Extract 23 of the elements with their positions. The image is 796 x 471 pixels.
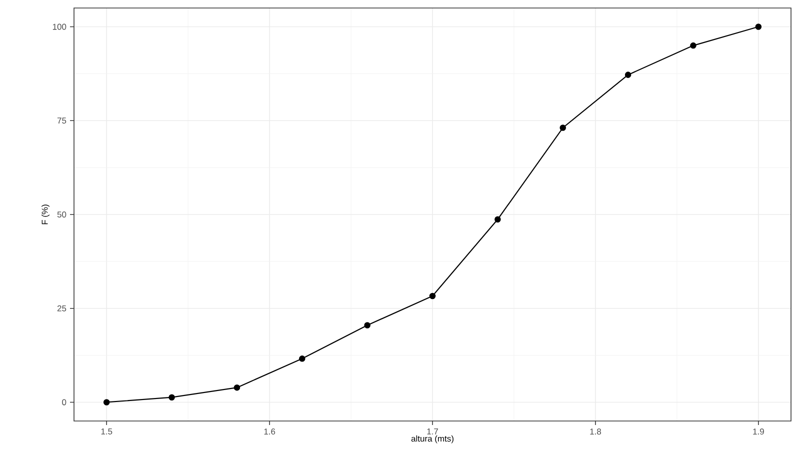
point bbox=[168, 394, 175, 400]
point bbox=[755, 24, 762, 30]
y-axis-title: F (%) bbox=[42, 204, 50, 224]
x-axis-title: altura (mts) bbox=[411, 435, 454, 444]
point bbox=[624, 72, 632, 78]
y-tick-label: 100 bbox=[52, 24, 66, 30]
point bbox=[429, 292, 436, 300]
y-tick-label: 0 bbox=[62, 399, 66, 406]
x-tick-label: 1.6 bbox=[264, 428, 276, 435]
x-tick-label: 1.5 bbox=[101, 428, 112, 434]
point bbox=[103, 399, 110, 406]
y-tick-label: 50 bbox=[57, 211, 66, 218]
x-tick-label: 1.8 bbox=[590, 428, 601, 435]
x-tick-label: 1.9 bbox=[753, 428, 764, 435]
point bbox=[234, 384, 240, 391]
y-tick-label: 25 bbox=[57, 305, 66, 312]
point bbox=[298, 356, 306, 362]
x-tick-label: 1.7 bbox=[427, 428, 438, 434]
point bbox=[494, 216, 501, 223]
point bbox=[690, 42, 696, 49]
point bbox=[364, 322, 370, 328]
point bbox=[560, 124, 566, 131]
y-tick-label: 75 bbox=[57, 118, 66, 124]
